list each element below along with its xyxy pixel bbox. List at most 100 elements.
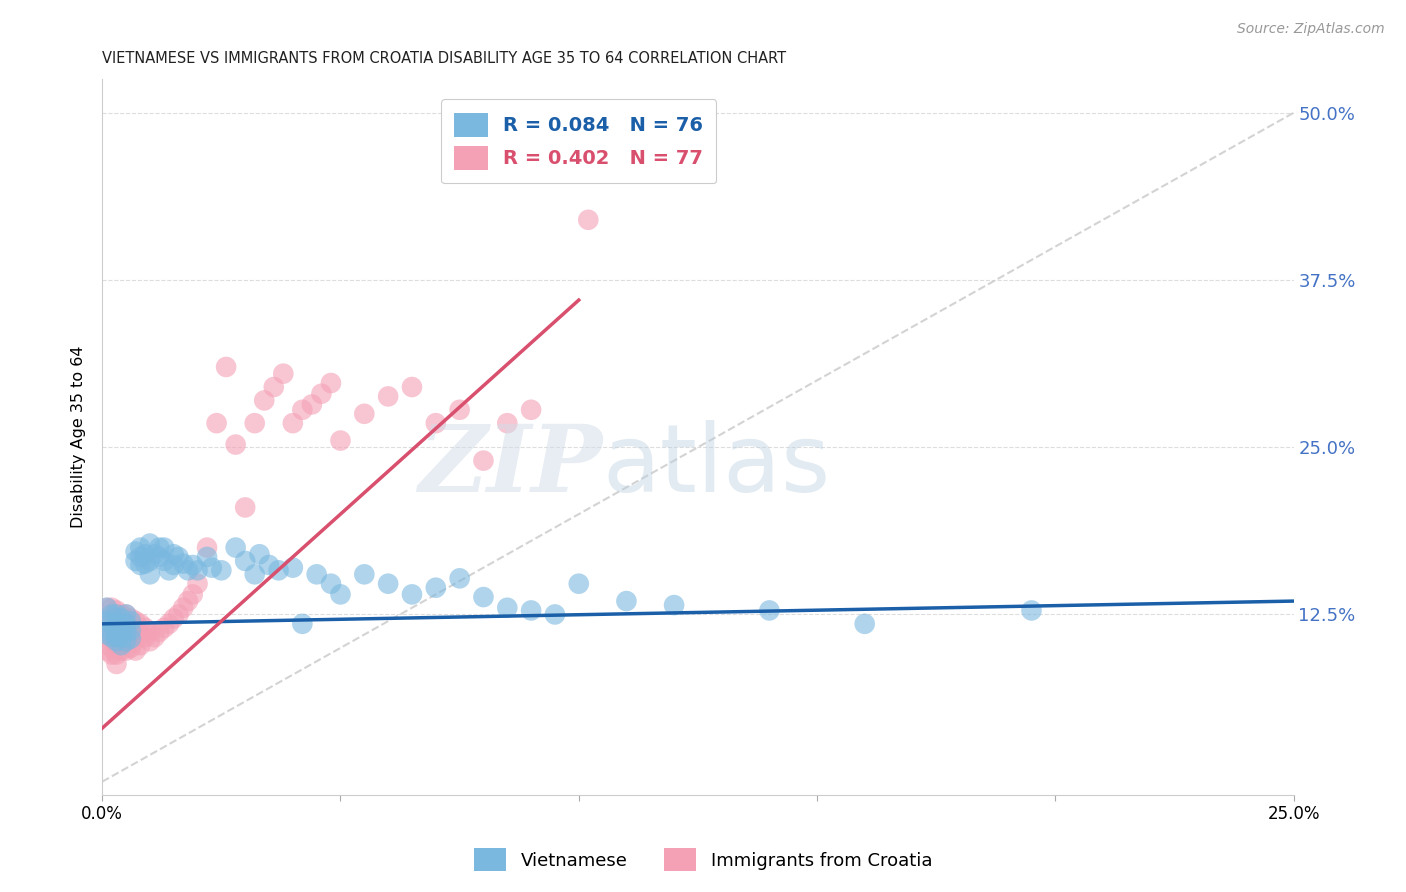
- Point: [96, 621, 118, 635]
- Text: atlas: atlas: [603, 420, 831, 512]
- Point: [243, 416, 266, 430]
- Point: [253, 393, 276, 408]
- Point: [209, 563, 232, 577]
- Point: [134, 557, 156, 571]
- Point: [163, 547, 186, 561]
- Point: [143, 630, 166, 644]
- Point: [616, 594, 638, 608]
- Point: [100, 640, 122, 655]
- Point: [311, 386, 333, 401]
- Point: [267, 563, 290, 577]
- Point: [291, 402, 314, 417]
- Point: [105, 607, 128, 622]
- Point: [115, 624, 138, 639]
- Point: [201, 560, 224, 574]
- Point: [186, 576, 208, 591]
- Point: [281, 416, 304, 430]
- Point: [105, 634, 128, 648]
- Point: [225, 437, 247, 451]
- Point: [425, 581, 447, 595]
- Point: [105, 621, 128, 635]
- Point: [257, 558, 280, 572]
- Point: [115, 616, 138, 631]
- Point: [520, 603, 543, 617]
- Point: [120, 611, 142, 625]
- Point: [100, 607, 122, 622]
- Point: [129, 627, 152, 641]
- Point: [496, 600, 519, 615]
- Point: [305, 567, 328, 582]
- Point: [163, 611, 186, 625]
- Point: [105, 630, 128, 644]
- Point: [110, 616, 132, 631]
- Point: [115, 643, 138, 657]
- Point: [100, 611, 122, 625]
- Point: [129, 638, 152, 652]
- Point: [1021, 603, 1043, 617]
- Point: [115, 607, 138, 622]
- Point: [319, 376, 342, 390]
- Point: [568, 576, 591, 591]
- Point: [167, 607, 190, 622]
- Point: [105, 648, 128, 662]
- Point: [662, 598, 685, 612]
- Point: [105, 657, 128, 671]
- Point: [225, 541, 247, 555]
- Point: [425, 416, 447, 430]
- Point: [148, 549, 170, 564]
- Point: [129, 549, 152, 564]
- Point: [134, 630, 156, 644]
- Point: [181, 558, 204, 572]
- Point: [449, 402, 471, 417]
- Point: [377, 389, 399, 403]
- Point: [96, 630, 118, 644]
- Point: [110, 630, 132, 644]
- Point: [281, 560, 304, 574]
- Point: [105, 616, 128, 631]
- Point: [291, 616, 314, 631]
- Point: [401, 380, 423, 394]
- Point: [329, 434, 352, 448]
- Y-axis label: Disability Age 35 to 64: Disability Age 35 to 64: [72, 346, 86, 528]
- Legend: Vietnamese, Immigrants from Croatia: Vietnamese, Immigrants from Croatia: [467, 841, 939, 879]
- Point: [157, 616, 180, 631]
- Point: [139, 624, 162, 639]
- Point: [401, 587, 423, 601]
- Point: [100, 630, 122, 644]
- Point: [129, 616, 152, 631]
- Text: ZIP: ZIP: [419, 421, 603, 511]
- Point: [124, 632, 146, 647]
- Point: [115, 624, 138, 639]
- Point: [472, 453, 495, 467]
- Point: [105, 630, 128, 644]
- Point: [186, 563, 208, 577]
- Point: [215, 359, 238, 374]
- Point: [148, 624, 170, 639]
- Point: [472, 590, 495, 604]
- Point: [153, 554, 176, 568]
- Point: [319, 576, 342, 591]
- Point: [100, 600, 122, 615]
- Point: [96, 614, 118, 628]
- Point: [134, 621, 156, 635]
- Point: [110, 607, 132, 622]
- Point: [120, 630, 142, 644]
- Point: [139, 567, 162, 582]
- Point: [163, 558, 186, 572]
- Point: [195, 541, 218, 555]
- Point: [115, 607, 138, 622]
- Point: [124, 624, 146, 638]
- Point: [100, 648, 122, 662]
- Point: [115, 616, 138, 631]
- Point: [263, 380, 285, 394]
- Point: [233, 500, 256, 515]
- Point: [129, 558, 152, 572]
- Point: [110, 638, 132, 652]
- Point: [96, 600, 118, 615]
- Point: [134, 547, 156, 561]
- Point: [96, 614, 118, 628]
- Point: [353, 407, 375, 421]
- Text: Source: ZipAtlas.com: Source: ZipAtlas.com: [1237, 22, 1385, 37]
- Point: [124, 544, 146, 558]
- Point: [496, 416, 519, 430]
